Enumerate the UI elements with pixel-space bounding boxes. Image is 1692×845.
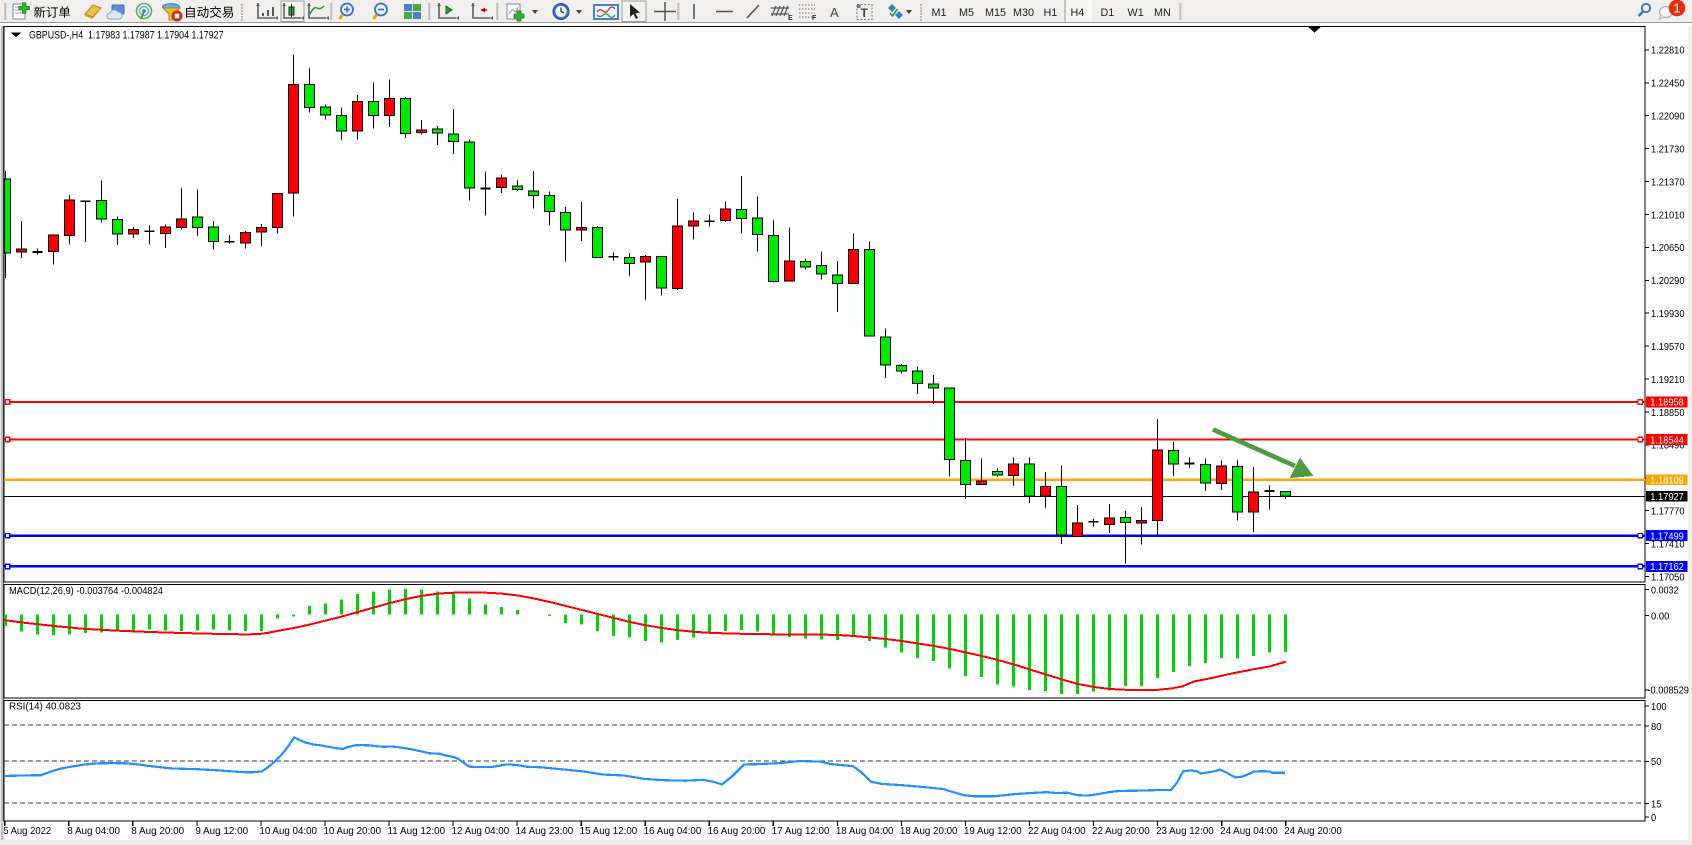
svg-text:W1: W1 <box>1128 7 1144 19</box>
svg-text:1.18544: 1.18544 <box>1650 435 1684 446</box>
svg-text:1.17162: 1.17162 <box>1650 562 1684 573</box>
svg-text:1.21370: 1.21370 <box>1651 177 1685 188</box>
svg-text:16 Aug 04:00: 16 Aug 04:00 <box>644 826 702 837</box>
svg-text:1.22450: 1.22450 <box>1651 79 1685 90</box>
svg-text:0.00: 0.00 <box>1651 612 1670 623</box>
svg-text:E: E <box>788 15 793 22</box>
svg-text:D1: D1 <box>1101 7 1115 19</box>
svg-text:1.18490: 1.18490 <box>1651 441 1685 452</box>
svg-text:1.21010: 1.21010 <box>1651 210 1685 221</box>
svg-text:M1: M1 <box>932 7 947 19</box>
svg-text:H4: H4 <box>1071 7 1085 19</box>
svg-text:MACD(12,26,9) -0.003764 -0.004: MACD(12,26,9) -0.003764 -0.004824 <box>9 586 163 597</box>
svg-text:A: A <box>830 5 839 20</box>
svg-text:22 Aug 04:00: 22 Aug 04:00 <box>1028 826 1086 837</box>
svg-text:RSI(14) 40.0823: RSI(14) 40.0823 <box>9 702 81 713</box>
svg-text:10 Aug 20:00: 10 Aug 20:00 <box>323 826 381 837</box>
svg-text:1.19210: 1.19210 <box>1651 375 1685 386</box>
svg-text:9 Aug 12:00: 9 Aug 12:00 <box>195 826 248 837</box>
svg-text:17 Aug 12:00: 17 Aug 12:00 <box>772 826 830 837</box>
svg-text:1.17050: 1.17050 <box>1651 572 1685 583</box>
svg-text:-0.008529: -0.008529 <box>1648 686 1690 697</box>
svg-text:1.17770: 1.17770 <box>1651 507 1685 518</box>
svg-text:1.18850: 1.18850 <box>1651 408 1685 419</box>
svg-text:1.17499: 1.17499 <box>1650 531 1684 542</box>
svg-text:18 Aug 20:00: 18 Aug 20:00 <box>900 826 958 837</box>
svg-text:24 Aug 04:00: 24 Aug 04:00 <box>1220 826 1278 837</box>
svg-text:1.19570: 1.19570 <box>1651 342 1685 353</box>
svg-text:80: 80 <box>1651 722 1662 733</box>
svg-text:50: 50 <box>1651 757 1662 768</box>
svg-text:1: 1 <box>1673 1 1680 16</box>
svg-text:GBPUSD-,H4 1.17983 1.17987 1.: GBPUSD-,H4 1.17983 1.17987 1.17904 1.179… <box>29 29 224 41</box>
svg-text:T: T <box>861 6 869 20</box>
svg-text:100: 100 <box>1651 702 1667 713</box>
svg-text:H1: H1 <box>1044 7 1058 19</box>
svg-text:8 Aug 04:00: 8 Aug 04:00 <box>67 826 120 837</box>
svg-text:24 Aug 20:00: 24 Aug 20:00 <box>1284 826 1342 837</box>
svg-text:MN: MN <box>1154 7 1171 19</box>
svg-text:5 Aug 2022: 5 Aug 2022 <box>3 826 51 837</box>
svg-text:8 Aug 20:00: 8 Aug 20:00 <box>131 826 184 837</box>
svg-text:M5: M5 <box>959 7 974 19</box>
svg-text:1.17410: 1.17410 <box>1651 539 1685 550</box>
svg-text:1.20650: 1.20650 <box>1651 243 1685 254</box>
svg-text:15 Aug 12:00: 15 Aug 12:00 <box>580 826 638 837</box>
svg-text:M15: M15 <box>985 7 1006 19</box>
svg-text:0.0032: 0.0032 <box>1651 585 1679 596</box>
svg-text:M30: M30 <box>1013 7 1034 19</box>
svg-text:15: 15 <box>1651 799 1662 810</box>
svg-text:1.19930: 1.19930 <box>1651 309 1685 320</box>
svg-text:1.18109: 1.18109 <box>1650 476 1684 487</box>
svg-text:1.22090: 1.22090 <box>1651 112 1685 123</box>
svg-text:1.21730: 1.21730 <box>1651 144 1685 155</box>
svg-text:1.18958: 1.18958 <box>1650 398 1684 409</box>
svg-text:0: 0 <box>1651 813 1656 824</box>
svg-text:18 Aug 04:00: 18 Aug 04:00 <box>836 826 894 837</box>
svg-text:1.22810: 1.22810 <box>1651 46 1685 57</box>
svg-text:11 Aug 12:00: 11 Aug 12:00 <box>388 826 446 837</box>
svg-text:1.17927: 1.17927 <box>1650 492 1684 503</box>
svg-text:F: F <box>812 15 817 22</box>
svg-text:23 Aug 12:00: 23 Aug 12:00 <box>1156 826 1214 837</box>
svg-text:16 Aug 20:00: 16 Aug 20:00 <box>708 826 766 837</box>
svg-text:12 Aug 04:00: 12 Aug 04:00 <box>452 826 510 837</box>
svg-text:22 Aug 20:00: 22 Aug 20:00 <box>1092 826 1150 837</box>
svg-text:1.20290: 1.20290 <box>1651 276 1685 287</box>
svg-text:14 Aug 23:00: 14 Aug 23:00 <box>516 826 574 837</box>
svg-text:10 Aug 04:00: 10 Aug 04:00 <box>259 826 317 837</box>
svg-text:19 Aug 12:00: 19 Aug 12:00 <box>964 826 1022 837</box>
